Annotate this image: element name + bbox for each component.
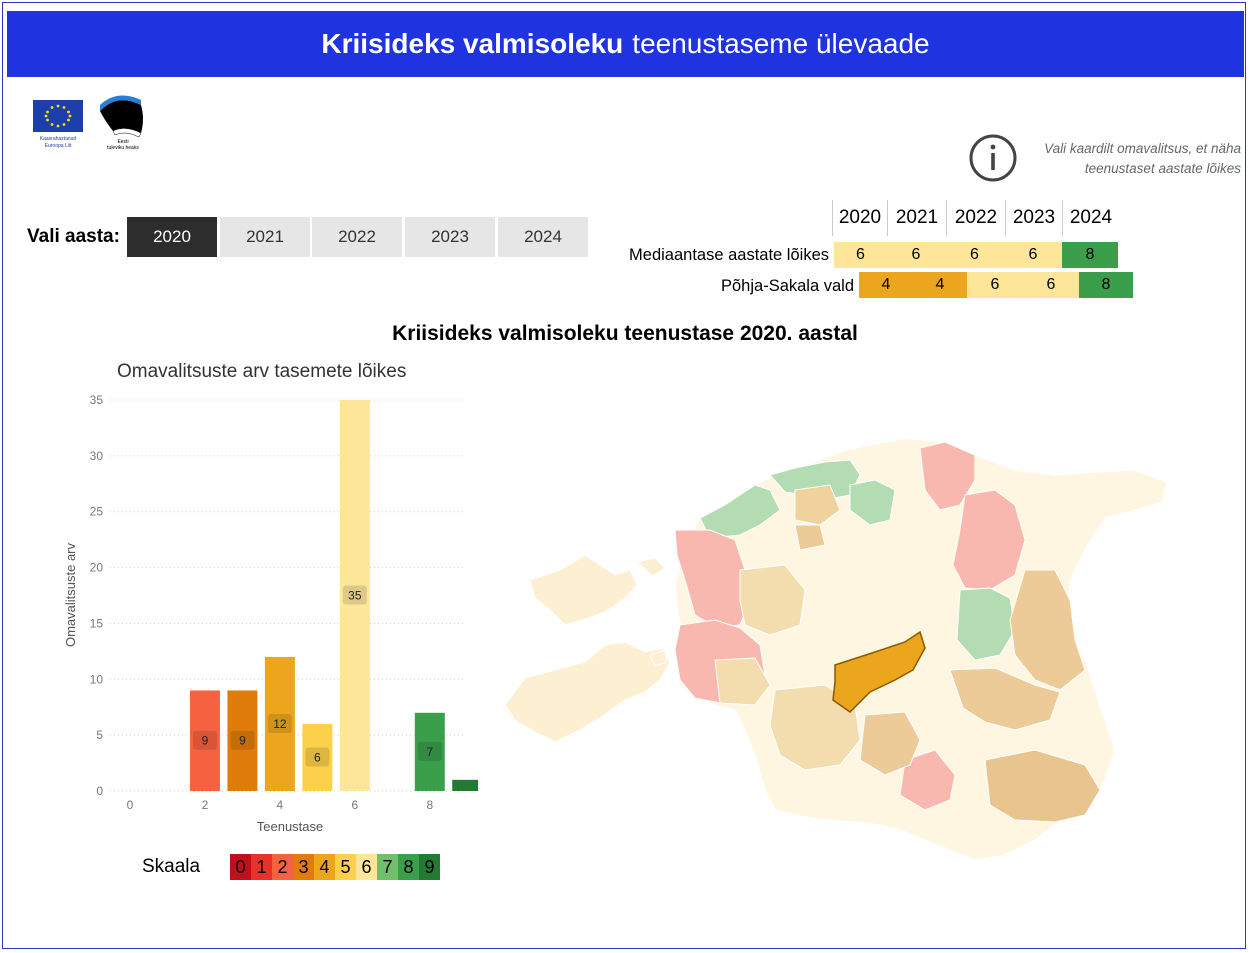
median-cell: 6	[945, 242, 1004, 268]
data-label: 7	[426, 745, 433, 759]
ee-text-2: tuleviku heaks	[107, 145, 139, 151]
median-cell: 6	[834, 242, 887, 268]
eu-logo: Kaasrahastanud Euroopa Liit	[30, 97, 85, 152]
data-label: 9	[239, 734, 246, 748]
scale-level-5: 5	[335, 854, 356, 880]
municipality-cell: 6	[967, 272, 1023, 298]
data-label: 12	[273, 717, 287, 731]
scale-level-8: 8	[398, 854, 419, 880]
y-tick-label: 20	[90, 561, 104, 575]
scale-level-9: 9	[419, 854, 440, 880]
bar-chart-title: Omavalitsuste arv tasemete lõikes	[117, 361, 406, 383]
estonia-logo: Eesti tuleviku heaks	[95, 95, 150, 155]
year-button-2022[interactable]: 2022	[312, 217, 402, 257]
header-title: Kriisideks valmisoleku teenustaseme ülev…	[7, 11, 1244, 77]
municipality-cell: 4	[859, 272, 913, 298]
data-label: 35	[348, 589, 362, 603]
x-tick-label: 2	[202, 798, 209, 812]
median-row-label: Mediaantase aastate lõikes	[600, 246, 829, 265]
table-header-year: 2022	[946, 200, 1005, 236]
scale-level-3: 3	[293, 854, 314, 880]
municipality-row-label: Põhja-Sakala vald	[600, 277, 854, 296]
scale-level-6: 6	[356, 854, 377, 880]
y-axis-label: Omavalitsuste arv	[63, 542, 78, 647]
year-button-2020[interactable]: 2020	[127, 217, 217, 257]
y-tick-label: 15	[90, 616, 104, 630]
year-selector-label: Vali aasta:	[27, 226, 120, 248]
municipality-cell: 4	[913, 272, 967, 298]
scale-level-0: 0	[230, 854, 251, 880]
scale-level-1: 1	[251, 854, 272, 880]
table-header-year: 2021	[887, 200, 946, 236]
data-label: 9	[202, 734, 209, 748]
y-tick-label: 25	[90, 505, 104, 519]
table-header-year: 2020	[832, 200, 887, 236]
title-rest: teenustaseme ülevaade	[632, 28, 929, 60]
x-tick-label: 0	[127, 798, 134, 812]
y-tick-label: 5	[96, 728, 103, 742]
title-bold: Kriisideks valmisoleku	[321, 28, 623, 60]
estonia-map[interactable]	[495, 430, 1175, 870]
table-header-year: 2024	[1062, 200, 1119, 236]
table-header-year: 2023	[1005, 200, 1062, 236]
x-tick-label: 4	[277, 798, 284, 812]
median-cell: 6	[1004, 242, 1062, 268]
municipality-cell: 6	[1023, 272, 1079, 298]
scale-level-7: 7	[377, 854, 398, 880]
eu-text-1: Kaasrahastanud	[40, 136, 77, 142]
main-chart-title: Kriisideks valmisoleku teenustase 2020. …	[0, 322, 1250, 346]
y-tick-label: 0	[96, 784, 103, 798]
municipality-cell: 8	[1079, 272, 1133, 298]
eu-text-2: Euroopa Liit	[45, 143, 72, 149]
info-text: Vali kaardilt omavalitsus, et näha teenu…	[1020, 139, 1241, 179]
data-label: 6	[314, 750, 321, 764]
x-axis-label: Teenustase	[257, 819, 324, 834]
y-tick-label: 30	[90, 449, 104, 463]
scale-level-2: 2	[272, 854, 293, 880]
bar-level-9[interactable]	[452, 780, 478, 791]
year-button-2023[interactable]: 2023	[405, 217, 495, 257]
year-button-2021[interactable]: 2021	[220, 217, 310, 257]
y-tick-label: 10	[90, 672, 104, 686]
bar-chart: 0 5 10 15 20 25 30 35 9 9 12 6 35 7 0 2 4 6 8 Teenustase…	[58, 385, 478, 845]
info-icon	[968, 133, 1018, 183]
x-tick-label: 8	[426, 798, 433, 812]
y-tick-label: 35	[90, 393, 104, 407]
median-cell: 8	[1062, 242, 1118, 268]
median-cell: 6	[887, 242, 945, 268]
median-table: 2020 2021 2022 2023 2024 Mediaantase aas…	[600, 200, 1160, 310]
year-button-2024[interactable]: 2024	[498, 217, 588, 257]
x-tick-label: 6	[351, 798, 358, 812]
scale-level-4: 4	[314, 854, 335, 880]
scale-label: Skaala	[142, 856, 200, 878]
